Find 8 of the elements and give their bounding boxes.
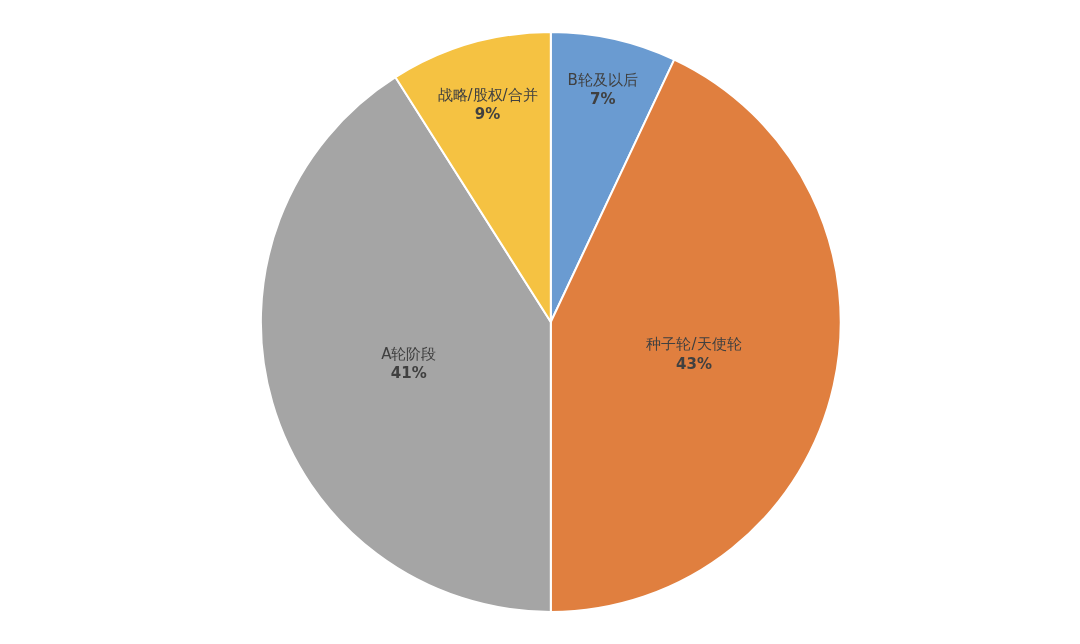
data-label: 41% bbox=[390, 364, 427, 383]
data-label: 43% bbox=[676, 354, 712, 373]
slice-label: B轮及以后 bbox=[567, 70, 638, 89]
slice-label: 种子轮/天使轮 bbox=[646, 335, 742, 354]
data-label: 9% bbox=[474, 105, 501, 124]
data-label: 7% bbox=[589, 90, 616, 109]
slice-label: A轮阶段 bbox=[381, 344, 437, 363]
slice-label: 战略/股权/合并 bbox=[437, 85, 538, 104]
